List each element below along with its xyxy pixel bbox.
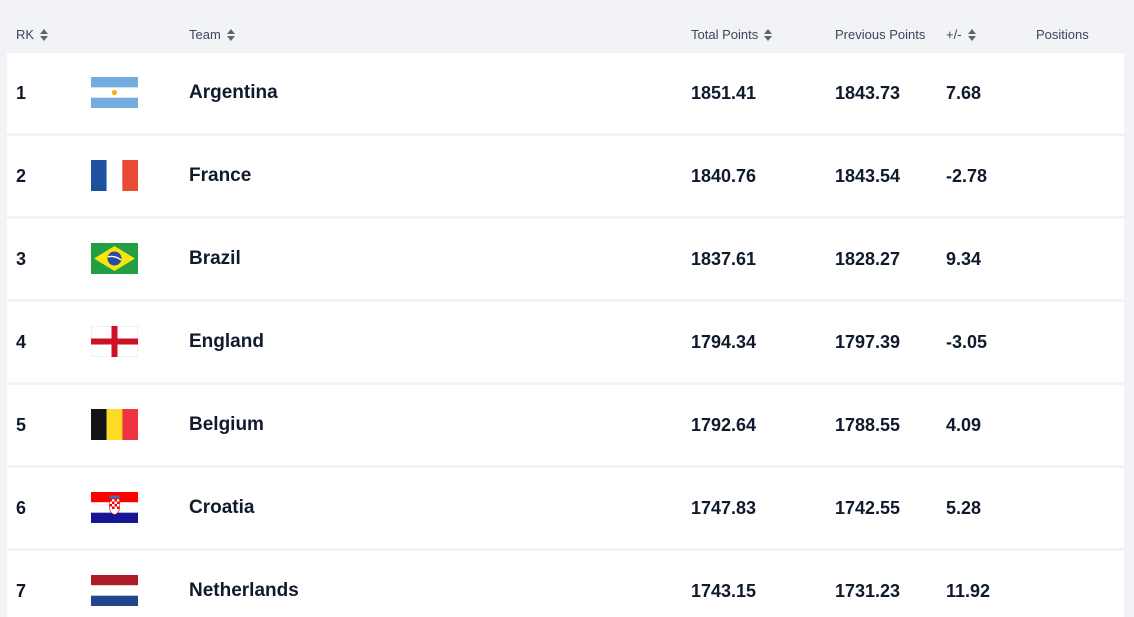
- previous-points-cell: 1742.55: [835, 498, 901, 518]
- previous-points-cell: 1797.39: [835, 332, 901, 352]
- positions-header-label: Positions: [1036, 27, 1089, 42]
- change-cell: 11.92: [946, 581, 991, 601]
- previous-points-header-label: Previous Points: [835, 27, 926, 42]
- total-points-cell: 1794.34: [691, 332, 757, 352]
- positions-column-header: Positions: [1036, 27, 1089, 42]
- total-points-cell: 1743.15: [691, 581, 757, 601]
- brazil-flag-icon: [91, 243, 138, 274]
- table-row[interactable]: 3 Brazil 1837.61 1828.27 9.34: [7, 219, 1124, 299]
- change-header-label: +/-: [946, 27, 962, 42]
- england-flag-icon: [91, 326, 138, 357]
- total-points-cell: 1840.76: [691, 166, 757, 186]
- team-name[interactable]: Brazil: [189, 248, 241, 269]
- change-cell: 5.28: [946, 498, 982, 518]
- previous-points-cell: 1788.55: [835, 415, 901, 435]
- belgium-flag-icon: [91, 409, 138, 440]
- sort-icon[interactable]: [764, 28, 773, 41]
- team-column-header[interactable]: Team: [189, 27, 235, 42]
- previous-points-column-header: Previous Points: [835, 27, 925, 42]
- total-points-header-label: Total Points: [691, 27, 759, 42]
- table-row[interactable]: 2 France 1840.76 1843.54 -2.78: [7, 136, 1124, 216]
- table-row[interactable]: 6 Croatia 1747.83 1742.55 5.28: [7, 468, 1124, 548]
- rank-cell: 4: [16, 332, 27, 352]
- change-cell: -3.05: [946, 332, 988, 352]
- rank-cell: 1: [16, 83, 27, 103]
- change-cell: 4.09: [946, 415, 982, 435]
- rank-header-label: RK: [16, 27, 35, 42]
- sort-icon[interactable]: [226, 28, 235, 41]
- team-header-label: Team: [189, 27, 221, 42]
- total-points-cell: 1837.61: [691, 249, 757, 269]
- team-name[interactable]: Belgium: [189, 414, 264, 435]
- sort-icon[interactable]: [40, 28, 49, 41]
- table-row[interactable]: 5 Belgium 1792.64 1788.55 4.09: [7, 385, 1124, 465]
- team-name[interactable]: England: [189, 331, 264, 352]
- rank-column-header[interactable]: RK: [16, 27, 49, 42]
- previous-points-cell: 1731.23: [835, 581, 901, 601]
- change-column-header[interactable]: +/-: [946, 27, 976, 42]
- previous-points-cell: 1843.54: [835, 166, 901, 186]
- croatia-flag-icon: [91, 492, 138, 523]
- previous-points-cell: 1843.73: [835, 83, 901, 103]
- netherlands-flag-icon: [91, 575, 138, 606]
- table-row[interactable]: 1 Argentina 1851.41 1843.73 7.68: [7, 53, 1124, 133]
- total-points-cell: 1747.83: [691, 498, 757, 518]
- change-cell: 9.34: [946, 249, 982, 269]
- team-name[interactable]: Argentina: [189, 82, 278, 103]
- sort-icon[interactable]: [967, 28, 976, 41]
- table-row[interactable]: 4 England 1794.34 1797.39 -3.05: [7, 302, 1124, 382]
- change-cell: -2.78: [946, 166, 988, 186]
- team-name[interactable]: France: [189, 165, 252, 186]
- argentina-flag-icon: [91, 77, 138, 108]
- change-cell: 7.68: [946, 83, 982, 103]
- france-flag-icon: [91, 160, 138, 191]
- total-points-column-header[interactable]: Total Points: [691, 27, 773, 42]
- previous-points-cell: 1828.27: [835, 249, 901, 269]
- table-header: RK Team Total Points Previous Points +/-…: [0, 0, 1134, 52]
- team-name[interactable]: Croatia: [189, 497, 255, 518]
- rank-cell: 2: [16, 166, 27, 186]
- rank-cell: 3: [16, 249, 27, 269]
- total-points-cell: 1792.64: [691, 415, 757, 435]
- table-row[interactable]: 7 Netherlands 1743.15 1731.23 11.92: [7, 551, 1124, 617]
- rank-cell: 5: [16, 415, 27, 435]
- rank-cell: 7: [16, 581, 27, 601]
- rank-cell: 6: [16, 498, 27, 518]
- team-name[interactable]: Netherlands: [189, 580, 299, 601]
- total-points-cell: 1851.41: [691, 83, 757, 103]
